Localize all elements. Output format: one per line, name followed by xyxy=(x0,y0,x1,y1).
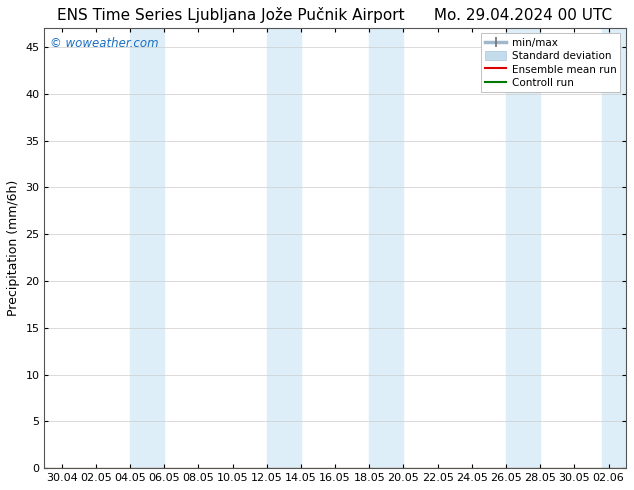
Bar xyxy=(506,28,540,468)
Text: © woweather.com: © woweather.com xyxy=(50,37,159,50)
Legend: min/max, Standard deviation, Ensemble mean run, Controll run: min/max, Standard deviation, Ensemble me… xyxy=(481,33,621,92)
Bar xyxy=(130,28,164,468)
Bar xyxy=(267,28,301,468)
Bar xyxy=(369,28,403,468)
Title: ENS Time Series Ljubljana Jože Pučnik Airport      Mo. 29.04.2024 00 UTC: ENS Time Series Ljubljana Jože Pučnik Ai… xyxy=(58,7,612,23)
Bar xyxy=(602,28,626,468)
Y-axis label: Precipitation (mm/6h): Precipitation (mm/6h) xyxy=(7,180,20,317)
